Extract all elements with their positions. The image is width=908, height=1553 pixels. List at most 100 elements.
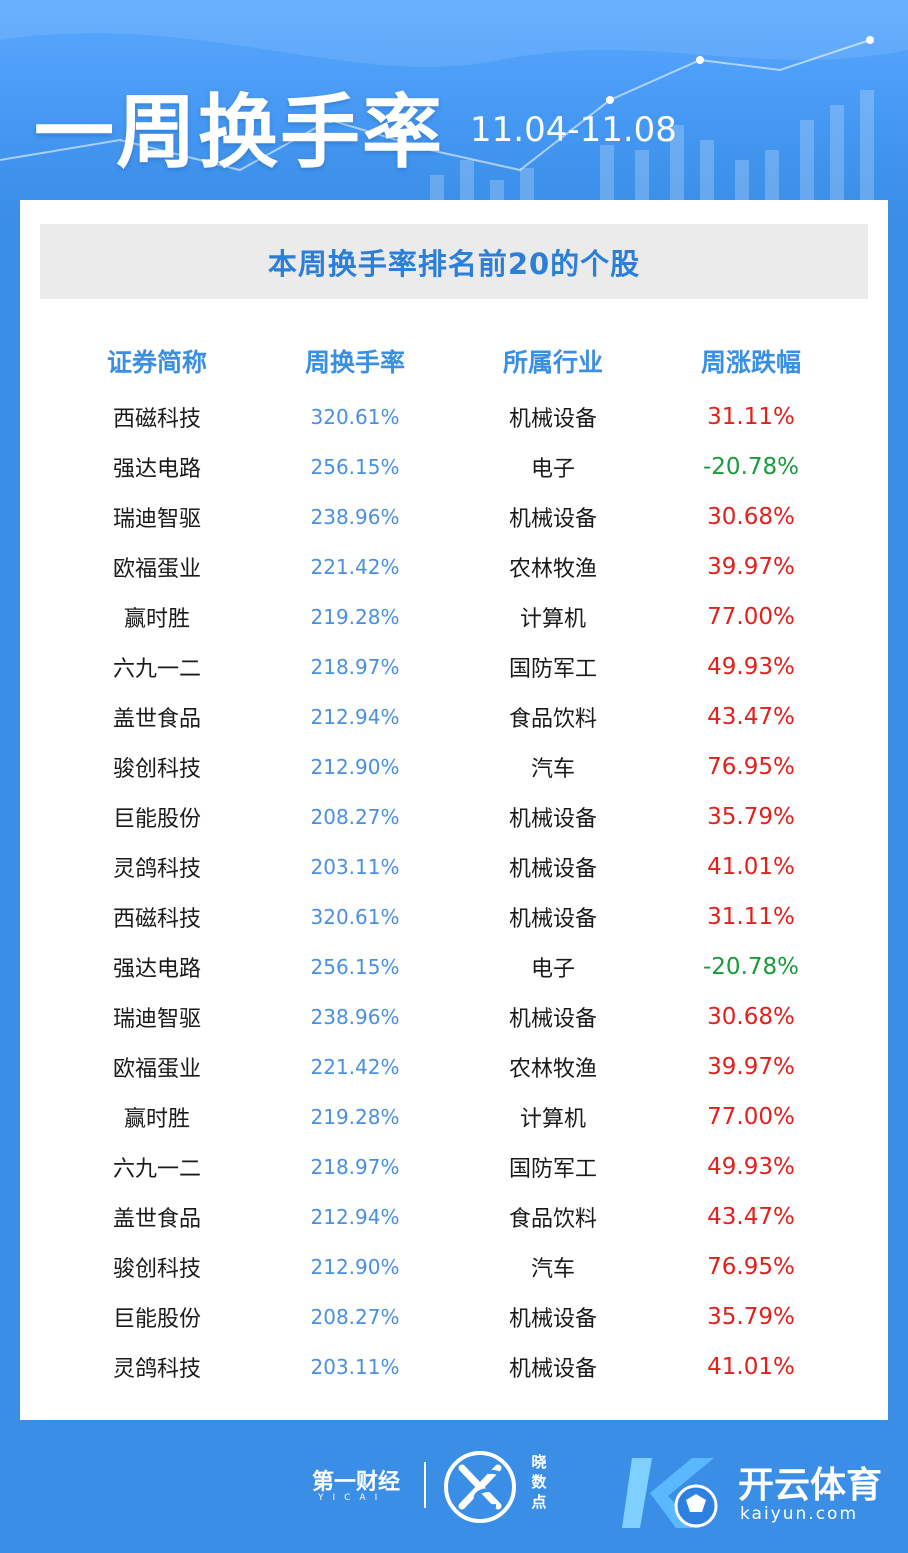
table-row: 强达电路 256.15% 电子 -20.78%	[58, 942, 850, 992]
table-row: 灵鸽科技 203.11% 机械设备 41.01%	[58, 1342, 850, 1392]
weekly-change: 77.00%	[707, 604, 795, 630]
yicai-logo-sub: YICAI	[318, 1493, 387, 1503]
industry: 机械设备	[508, 857, 597, 882]
weekly-change: 31.11%	[707, 904, 795, 930]
stock-name: 巨能股份	[112, 1307, 201, 1332]
table-row: 赢时胜 219.28% 计算机 77.00%	[58, 592, 850, 642]
weekly-change: 49.93%	[707, 654, 795, 680]
industry: 汽车	[530, 1257, 575, 1282]
stock-name: 盖世食品	[112, 1207, 201, 1232]
stock-name: 瑞迪智驱	[112, 507, 201, 532]
table-row: 六九一二 218.97% 国防军工 49.93%	[58, 1142, 850, 1192]
weekly-change: 77.00%	[707, 1104, 795, 1130]
weekly-change: 41.01%	[707, 854, 795, 880]
date-range: 11.04-11.08	[470, 110, 677, 150]
industry: 机械设备	[508, 407, 597, 432]
stock-name: 欧福蛋业	[112, 557, 201, 582]
stock-name: 灵鸽科技	[112, 857, 201, 882]
stock-name: 骏创科技	[112, 757, 201, 782]
table-row: 强达电路 256.15% 电子 -20.78%	[58, 442, 850, 492]
turnover-rate: 218.97%	[310, 1155, 400, 1179]
weekly-change: 39.97%	[707, 1054, 795, 1080]
turnover-rate: 256.15%	[310, 455, 400, 479]
industry: 机械设备	[508, 907, 597, 932]
industry: 国防军工	[508, 657, 597, 682]
stock-name: 巨能股份	[112, 807, 201, 832]
weekly-change: 35.79%	[707, 1304, 795, 1330]
stock-name: 西磁科技	[112, 407, 201, 432]
turnover-rate: 203.11%	[310, 855, 400, 879]
turnover-rate: 256.15%	[310, 955, 400, 979]
industry: 机械设备	[508, 507, 597, 532]
weekly-change: 43.47%	[707, 704, 795, 730]
turnover-rate: 219.28%	[310, 1105, 400, 1129]
table-row: 赢时胜 219.28% 计算机 77.00%	[58, 1092, 850, 1142]
weekly-change: 76.95%	[707, 754, 795, 780]
stock-name: 六九一二	[112, 657, 201, 682]
table-row: 六九一二 218.97% 国防军工 49.93%	[58, 642, 850, 692]
table-row: 骏创科技 212.90% 汽车 76.95%	[58, 742, 850, 792]
table-row: 巨能股份 208.27% 机械设备 35.79%	[58, 1292, 850, 1342]
stock-name: 瑞迪智驱	[112, 1007, 201, 1032]
weekly-change: -20.78%	[703, 454, 799, 480]
kaiyun-url: kaiyun.com	[740, 1504, 859, 1524]
turnover-rate: 212.90%	[310, 1255, 400, 1279]
industry: 机械设备	[508, 1307, 597, 1332]
industry: 机械设备	[508, 1007, 597, 1032]
industry: 机械设备	[508, 807, 597, 832]
table-row: 巨能股份 208.27% 机械设备 35.79%	[58, 792, 850, 842]
xiaoshudian-logo-icon	[444, 1451, 516, 1523]
page-title: 一周换手率	[34, 86, 444, 179]
table-row: 西磁科技 320.61% 机械设备 31.11%	[58, 392, 850, 442]
industry: 农林牧渔	[508, 557, 597, 582]
column-header-change: 周涨跌幅	[700, 348, 801, 377]
turnover-rate: 320.61%	[310, 405, 400, 429]
turnover-rate: 218.97%	[310, 655, 400, 679]
kaiyun-brand-name: 开云体育	[738, 1465, 883, 1506]
table-body: 西磁科技 320.61% 机械设备 31.11% 强达电路 256.15% 电子 -20.78…	[58, 392, 850, 1392]
column-header-name: 证券简称	[106, 348, 207, 377]
stock-name: 强达电路	[112, 957, 201, 982]
turnover-rate: 320.61%	[310, 905, 400, 929]
turnover-rate: 203.11%	[310, 1355, 400, 1379]
footer-divider	[424, 1462, 426, 1508]
turnover-rate: 212.90%	[310, 755, 400, 779]
table-row: 欧福蛋业 221.42% 农林牧渔 39.97%	[58, 542, 850, 592]
industry: 机械设备	[508, 1357, 597, 1382]
industry: 国防军工	[508, 1157, 597, 1182]
turnover-rate: 208.27%	[310, 805, 400, 829]
weekly-change: 30.68%	[707, 1004, 795, 1030]
stock-name: 欧福蛋业	[112, 1057, 201, 1082]
industry: 食品饮料	[508, 1207, 597, 1232]
industry: 电子	[530, 457, 575, 482]
weekly-change: 35.79%	[707, 804, 795, 830]
turnover-rate: 221.42%	[310, 1055, 400, 1079]
turnover-rate: 219.28%	[310, 605, 400, 629]
hero-banner: 一周换手率 11.04-11.08	[0, 0, 908, 215]
table-row: 瑞迪智驱 238.96% 机械设备 30.68%	[58, 992, 850, 1042]
weekly-change: 30.68%	[707, 504, 795, 530]
table-row: 欧福蛋业 221.42% 农林牧渔 39.97%	[58, 1042, 850, 1092]
industry: 计算机	[519, 1107, 586, 1132]
weekly-change: 76.95%	[707, 1254, 795, 1280]
card-title: 本周换手率排名前20的个股	[267, 246, 641, 281]
xiaoshudian-logo-text: 晓数点	[531, 1453, 547, 1511]
table-row: 灵鸽科技 203.11% 机械设备 41.01%	[58, 842, 850, 892]
turnover-rate: 212.94%	[310, 1205, 400, 1229]
weekly-change: 41.01%	[707, 1354, 795, 1380]
industry: 农林牧渔	[508, 1057, 597, 1082]
table-row: 骏创科技 212.90% 汽车 76.95%	[58, 1242, 850, 1292]
turnover-table: 证券简称 周换手率 所属行业 周涨跌幅 西磁科技 320.61% 机械设备 31.11…	[58, 330, 850, 1392]
table-row: 盖世食品 212.94% 食品饮料 43.47%	[58, 1192, 850, 1242]
column-header-turnover: 周换手率	[304, 348, 405, 377]
stock-name: 强达电路	[112, 457, 201, 482]
weekly-change: 49.93%	[707, 1154, 795, 1180]
column-header-industry: 所属行业	[502, 348, 603, 377]
weekly-change: -20.78%	[703, 954, 799, 980]
industry: 电子	[530, 957, 575, 982]
table-row: 盖世食品 212.94% 食品饮料 43.47%	[58, 692, 850, 742]
turnover-rate: 238.96%	[310, 1005, 400, 1029]
stock-name: 灵鸽科技	[112, 1357, 201, 1382]
card-header: 本周换手率排名前20的个股	[40, 224, 868, 299]
industry: 计算机	[519, 607, 586, 632]
